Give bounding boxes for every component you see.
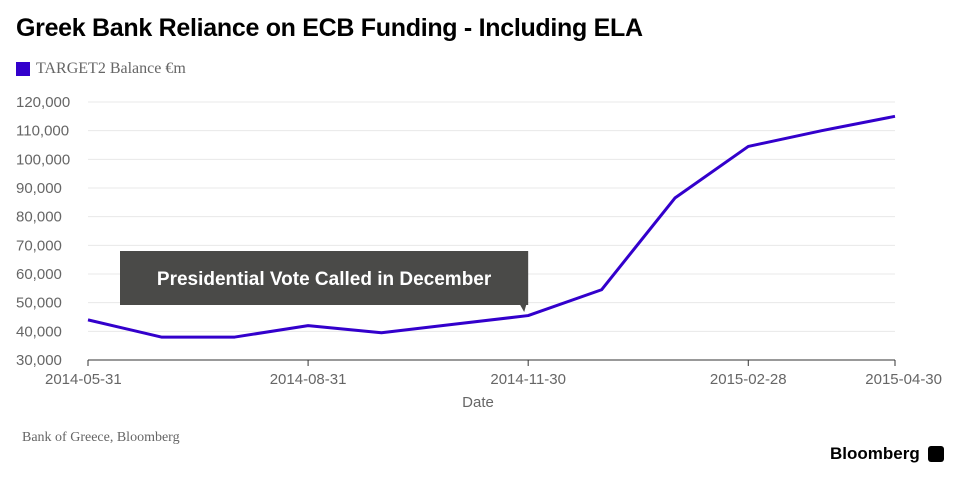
y-tick-label: 60,000 (16, 266, 62, 283)
x-axis-label: Date (462, 394, 494, 411)
y-tick-label: 70,000 (16, 237, 62, 254)
annotation-text: Presidential Vote Called in December (157, 269, 492, 290)
x-tick-label: 2014-08-31 (270, 371, 347, 388)
x-tick-label: 2014-11-30 (490, 371, 566, 388)
annotation-box (120, 251, 529, 312)
legend: TARGET2 Balance €m (16, 60, 186, 78)
legend-swatch (16, 62, 30, 76)
y-tick-label: 50,000 (16, 295, 62, 312)
legend-label: TARGET2 Balance €m (36, 60, 186, 77)
brand-name: Bloomberg (830, 444, 920, 463)
y-tick-label: 80,000 (16, 209, 62, 226)
y-tick-label: 110,000 (16, 123, 69, 140)
source-note: Bank of Greece, Bloomberg (22, 430, 180, 445)
x-tick-label: 2015-04-30 (865, 371, 942, 388)
bloomberg-chart-icon (927, 446, 944, 462)
chart-title: Greek Bank Reliance on ECB Funding - Inc… (16, 14, 643, 42)
series-line (87, 114, 896, 339)
y-tick-label: 30,000 (16, 352, 62, 369)
x-tick-label: 2015-02-28 (710, 371, 787, 388)
y-tick-label: 90,000 (16, 180, 62, 197)
y-tick-label: 120,000 (16, 94, 70, 111)
bloomberg-logo: Bloomberg (830, 444, 944, 464)
y-tick-label: 40,000 (16, 323, 62, 340)
x-tick-label: 2014-05-31 (45, 371, 122, 388)
y-tick-label: 100,000 (16, 151, 70, 168)
